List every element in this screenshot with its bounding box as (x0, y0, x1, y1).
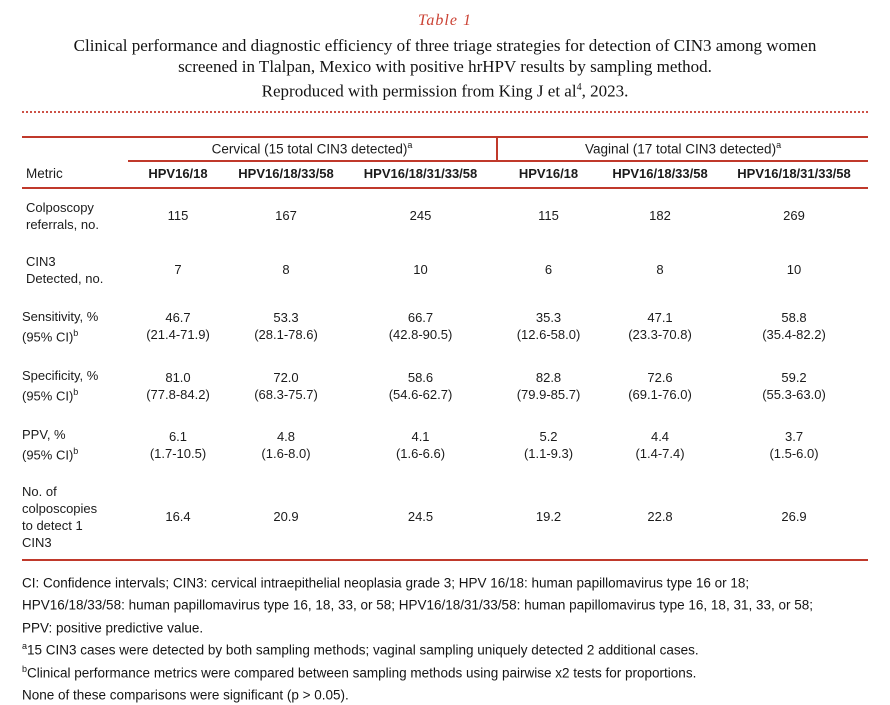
table-cell: 167 (275, 208, 297, 224)
footnote-line: CI: Confidence intervals; CIN3: cervical… (22, 575, 750, 591)
table-row-colposcopy-referrals: Colposcopy referrals, no. 115 167 245 11… (22, 188, 868, 243)
column-header: HPV16/18/31/33/58 (720, 160, 869, 189)
table-cell: 269 (783, 208, 805, 224)
row-label: CIN3 Detected, no. (26, 253, 104, 286)
table-cell: 22.8 (647, 509, 673, 525)
table-cell: 6.1 (1.7-10.5) (149, 428, 207, 461)
table-cell: 58.8 (35.4-82.2) (762, 310, 826, 343)
table-cell: 20.9 (273, 509, 299, 525)
caption-line-1: Clinical performance and diagnostic effi… (73, 36, 817, 55)
footnote-line: a15 CIN3 cases were detected by both sam… (22, 641, 699, 658)
table-number-label: Table 1 (418, 12, 472, 29)
column-header-row: Metric HPV16/18 HPV16/18/33/58 HPV16/18/… (22, 160, 869, 189)
table-cell: 58.6 (54.6-62.7) (388, 369, 453, 402)
table-row-specificity: Specificity, % (95% CI)b 81.0 (77.8-84.2)… (22, 356, 868, 415)
citation-superscript: 4 (576, 82, 582, 93)
table-cell: 6 (544, 262, 553, 278)
table-cell: 8 (656, 262, 664, 278)
table-row-cin3-detected: CIN3 Detected, no. 7 8 10 6 8 10 (22, 243, 868, 297)
table-cell: 82.8 (79.9-85.7) (516, 369, 581, 402)
footnotes: CI: Confidence intervals; CIN3: cervical… (22, 570, 868, 705)
table-cell: 59.2 (55.3-63.0) (762, 369, 826, 402)
row-label: Sensitivity, % (95% CI)b (22, 308, 99, 344)
table-cell: 115 (167, 208, 189, 224)
table-cell: 8 (282, 262, 290, 278)
footnote-marker-b: b (73, 327, 79, 338)
table-row-sensitivity: Sensitivity, % (95% CI)b 46.7 (21.4-71.9)… (22, 297, 868, 356)
footnote-marker-a: a (776, 139, 782, 150)
table-cell: 66.7 (42.8-90.5) (388, 310, 453, 343)
dotted-divider (22, 110, 868, 113)
table-cell: 16.4 (165, 509, 191, 525)
column-header: HPV16/18/33/58 (600, 160, 721, 189)
row-label: No. of colposcopies to detect 1 CIN3 (22, 483, 98, 550)
footnote-marker-b: b (22, 663, 28, 674)
metric-column-header: Metric (22, 160, 128, 189)
column-header: HPV16/18 (128, 160, 228, 189)
table-cell: 5.2 (1.1-9.3) (523, 428, 574, 461)
empty-corner-cell (22, 137, 128, 161)
footnote-marker-a: a (407, 139, 413, 150)
table-cell: 4.1 (1.6-6.6) (395, 428, 446, 461)
group-header-row: Cervical (15 total CIN3 detected)a Vagin… (22, 136, 869, 162)
row-label: PPV, % (95% CI)b (22, 427, 79, 463)
results-table: Cervical (15 total CIN3 detected)a Vagin… (22, 135, 869, 561)
caption-line-2: screened in Tlalpan, Mexico with positiv… (178, 57, 712, 76)
table-cell: 46.7 (21.4-71.9) (146, 310, 210, 343)
row-label: Specificity, % (95% CI)b (22, 367, 99, 404)
table-cell: 47.1 (23.3-70.8) (628, 310, 692, 343)
table-cell: 35.3 (12.6-58.0) (516, 310, 581, 343)
table-cell: 10 (413, 262, 428, 278)
table-cell: 72.0 (68.3-75.7) (254, 369, 318, 402)
group-header-vaginal: Vaginal (17 total CIN3 detected)a (497, 136, 869, 162)
table-cell: 245 (409, 208, 432, 224)
footnote-marker-a: a (22, 641, 28, 652)
table-row-colposcopies-per-cin3: No. of colposcopies to detect 1 CIN3 16.… (22, 475, 868, 560)
table-cell: 7 (174, 262, 182, 278)
table-cell: 81.0 (77.8-84.2) (146, 369, 210, 402)
caption-line-3: Reproduced with permission from King J e… (261, 81, 629, 101)
table-cell: 10 (786, 262, 802, 278)
footnote-line: HPV16/18/33/58: human papillomavirus typ… (22, 597, 814, 613)
table-cell: 19.2 (535, 509, 562, 525)
table-row-ppv: PPV, % (95% CI)b 6.1 (1.7-10.5) 4.8 (1.6-8… (22, 415, 868, 474)
group-header-cervical: Cervical (15 total CIN3 detected)a (128, 136, 499, 162)
footnote-marker-b: b (73, 446, 79, 457)
column-header: HPV16/18 (497, 160, 601, 189)
footnote-line: PPV: positive predictive value. (22, 620, 204, 636)
row-label: Colposcopy referrals, no. (26, 199, 99, 232)
table-cell: 72.6 (69.1-76.0) (628, 369, 692, 402)
table-cell: 3.7 (1.5-6.0) (769, 428, 819, 461)
table-cell: 24.5 (407, 509, 434, 525)
column-header: HPV16/18/33/58 (228, 160, 344, 189)
table-cell: 182 (649, 208, 671, 224)
table-cell: 4.4 (1.4-7.4) (635, 428, 685, 461)
table-cell: 53.3 (28.1-78.6) (254, 310, 318, 343)
table-cell: 26.9 (781, 509, 807, 525)
table-cell: 4.8 (1.6-8.0) (261, 428, 311, 461)
column-header: HPV16/18/31/33/58 (344, 160, 498, 189)
footnote-line: bClinical performance metrics were compa… (22, 663, 697, 681)
table-caption: Clinical performance and diagnostic effi… (22, 35, 868, 102)
footnote-line: None of these comparisons were significa… (22, 687, 349, 703)
footnote-marker-b: b (73, 386, 79, 397)
table-cell: 115 (538, 208, 559, 224)
